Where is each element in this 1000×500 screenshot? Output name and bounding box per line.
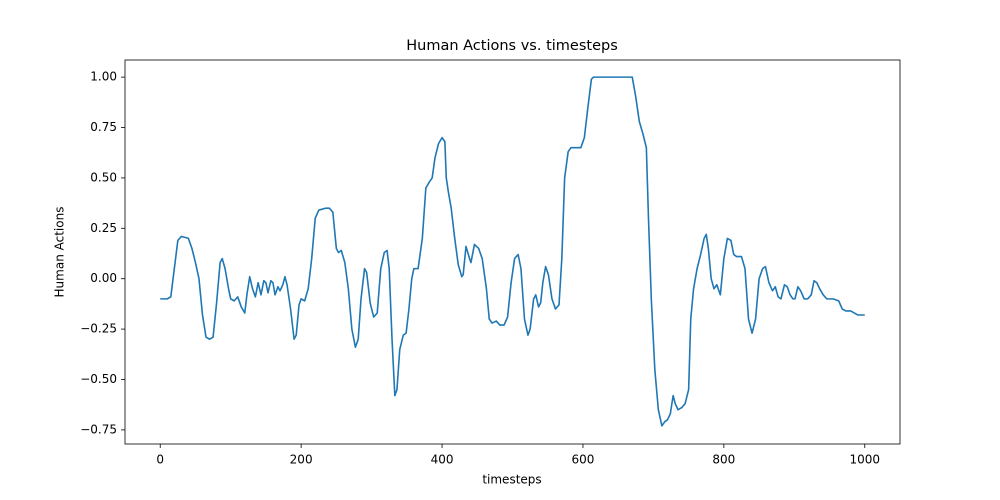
y-tick-label: 1.00: [90, 70, 117, 84]
data-line: [160, 76, 865, 427]
y-tick-label: −0.25: [80, 322, 117, 336]
y-tick-label: −0.75: [80, 422, 117, 436]
x-tick-label: 0: [156, 453, 164, 467]
x-tick-label: 1000: [849, 453, 880, 467]
x-tick-label: 800: [712, 453, 735, 467]
y-tick-label: 0.00: [90, 271, 117, 285]
x-tick-label: 400: [431, 453, 454, 467]
chart-title: Human Actions vs. timesteps: [406, 38, 618, 54]
y-tick-label: 0.25: [90, 221, 117, 235]
y-tick-label: 0.75: [90, 120, 117, 134]
y-tick-label: 0.50: [90, 170, 117, 184]
x-tick-label: 600: [572, 453, 595, 467]
x-tick-label: 200: [290, 453, 313, 467]
x-axis-label: timesteps: [482, 473, 541, 487]
plot-frame: [124, 59, 901, 445]
y-tick-label: −0.50: [80, 372, 117, 386]
y-axis-label: Human Actions: [53, 207, 67, 298]
